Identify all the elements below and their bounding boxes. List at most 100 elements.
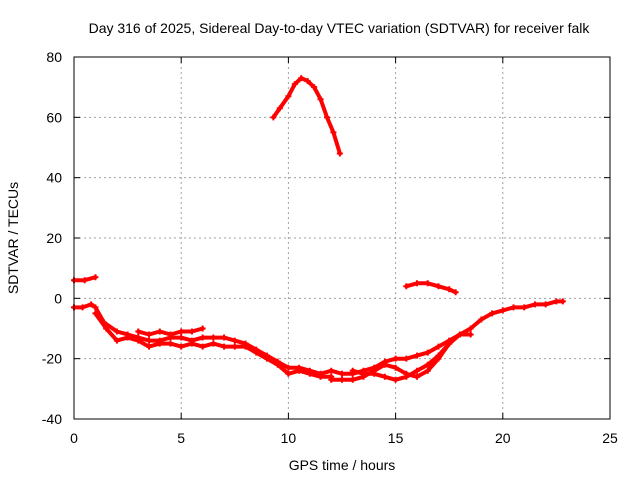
- data-point: [124, 334, 131, 341]
- data-point: [178, 343, 185, 350]
- data-point: [79, 304, 86, 311]
- data-point: [92, 304, 99, 311]
- data-point: [392, 364, 399, 371]
- data-point: [113, 337, 120, 344]
- data-point: [414, 367, 421, 374]
- x-tick-label: 10: [281, 430, 297, 446]
- data-point: [199, 325, 206, 332]
- y-tick-label: 60: [46, 109, 62, 125]
- y-tick-label: 40: [46, 170, 62, 186]
- data-point: [156, 328, 163, 335]
- data-point: [531, 301, 538, 308]
- data-point: [328, 376, 335, 383]
- data-point: [285, 364, 292, 371]
- y-axis-label: SDTVAR / TECUs: [5, 182, 21, 294]
- x-tick-label: 15: [388, 430, 404, 446]
- data-point: [317, 373, 324, 380]
- data-point: [178, 334, 185, 341]
- y-tick-label: -20: [42, 351, 62, 367]
- data-point: [146, 343, 153, 350]
- x-tick-label: 20: [495, 430, 511, 446]
- data-point: [188, 328, 195, 335]
- data-point: [478, 316, 485, 323]
- data-point: [435, 283, 442, 290]
- data-point: [381, 361, 388, 368]
- data-point: [311, 84, 318, 91]
- data-point: [167, 331, 174, 338]
- tick-layer: 0 5 10 15 20 25 -40 -20 0 20 40 60 80: [42, 49, 618, 446]
- data-point: [156, 340, 163, 347]
- data-point: [371, 370, 378, 377]
- data-point: [446, 340, 453, 347]
- data-point: [339, 370, 345, 377]
- x-tick-label: 0: [70, 430, 78, 446]
- data-point: [435, 352, 442, 359]
- data-point: [467, 325, 474, 332]
- data-point: [392, 376, 399, 383]
- data-point: [510, 304, 517, 311]
- data-point: [414, 352, 421, 359]
- data-point: [317, 96, 324, 103]
- data-point: [328, 367, 335, 374]
- data-point: [360, 370, 367, 377]
- data-point: [489, 310, 496, 317]
- data-point: [456, 331, 463, 338]
- data-point: [103, 325, 110, 332]
- data-point: [424, 349, 431, 356]
- data-point: [424, 280, 431, 287]
- data-point: [88, 301, 95, 308]
- data-point: [221, 343, 228, 350]
- data-point: [424, 367, 431, 374]
- data-point: [135, 337, 142, 344]
- data-point: [92, 310, 99, 317]
- y-tick-label: -40: [42, 411, 62, 427]
- x-axis-label: GPS time / hours: [289, 457, 396, 473]
- series-layer: [71, 75, 566, 383]
- data-point: [559, 298, 566, 305]
- data-point: [403, 373, 410, 380]
- data-point: [263, 355, 270, 362]
- data-point: [336, 150, 343, 157]
- data-point: [392, 355, 399, 362]
- data-point: [81, 277, 88, 284]
- data-point: [178, 328, 185, 335]
- data-point: [298, 75, 305, 82]
- data-point: [92, 274, 99, 281]
- data-point: [446, 286, 453, 293]
- data-point: [285, 370, 292, 377]
- data-point: [270, 114, 277, 121]
- data-point: [221, 334, 228, 341]
- data-point: [542, 301, 549, 308]
- data-point: [210, 334, 217, 341]
- data-point: [199, 334, 206, 341]
- data-point: [296, 367, 303, 374]
- x-tick-label: 25: [602, 430, 618, 446]
- data-point: [339, 376, 345, 383]
- data-point: [499, 307, 506, 314]
- data-point: [113, 328, 120, 335]
- data-point: [403, 283, 410, 290]
- y-tick-label: 80: [46, 49, 62, 65]
- data-point: [285, 93, 292, 100]
- data-point: [330, 129, 337, 136]
- x-tick-label: 5: [177, 430, 185, 446]
- grid-layer: [74, 57, 610, 419]
- data-point: [414, 280, 421, 287]
- y-tick-label: 20: [46, 230, 62, 246]
- data-point: [403, 355, 410, 362]
- data-point: [349, 367, 356, 374]
- y-tick-label: 0: [54, 290, 62, 306]
- data-point: [135, 328, 142, 335]
- data-point: [291, 81, 298, 88]
- data-point: [146, 337, 153, 344]
- data-point: [414, 373, 421, 380]
- data-point: [253, 349, 260, 356]
- data-point: [274, 361, 281, 368]
- data-point: [188, 340, 195, 347]
- data-point: [452, 289, 459, 296]
- data-point: [381, 373, 388, 380]
- data-point: [146, 331, 153, 338]
- data-point: [467, 331, 474, 338]
